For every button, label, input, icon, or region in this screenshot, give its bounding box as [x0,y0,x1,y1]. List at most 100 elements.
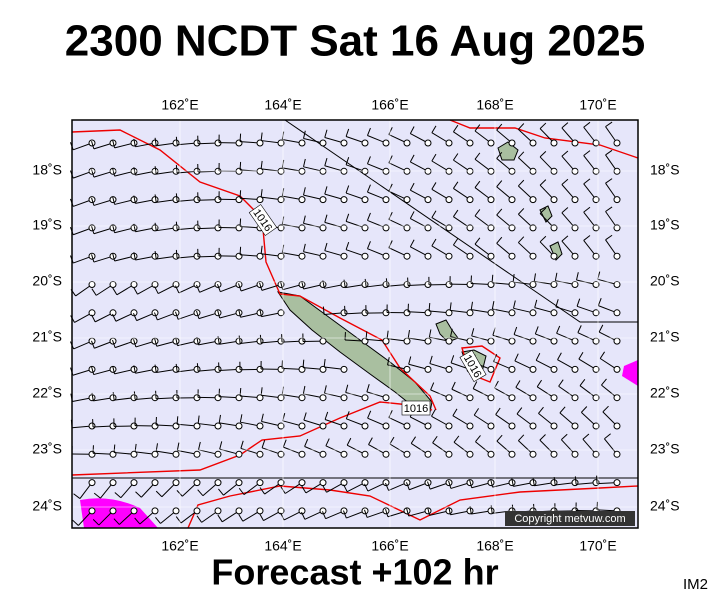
barb-flag [554,272,558,281]
barb-flag [217,514,223,523]
barb-flag [474,209,481,217]
barb-flag [175,285,180,294]
barb-station [319,365,327,373]
barb-station [508,365,516,373]
barb-flag [561,178,569,185]
barb-station [424,422,432,430]
barb-station [508,450,516,458]
barb-station [193,479,201,487]
isobar [71,401,433,476]
barb-flag [561,150,569,157]
barb-station [592,309,600,317]
lat-label: 23˚S [32,441,62,457]
barb-flag [496,208,503,216]
barb-station [319,224,327,232]
barb-flag [345,128,350,137]
barb-flag [259,513,264,521]
barb-station [340,394,348,402]
barb-flag [114,492,122,499]
barb-flag [388,183,393,192]
barb-station [382,252,390,260]
barb-station [361,394,369,402]
barb-flag [450,328,453,337]
barb-flag [91,314,96,323]
barb-flag [345,157,350,165]
barb-station [319,394,327,402]
barb-flag [259,334,262,343]
barb-station [151,422,159,430]
barb-flag [343,484,348,492]
barb-station [508,281,516,288]
barb-flag [112,392,115,401]
barb-flag [238,335,241,344]
barb-flag [518,236,525,243]
barb-station [529,196,537,204]
barb-flag [518,434,525,442]
barb-flag [345,213,350,222]
isobar-label-box [401,400,431,416]
barb-station [277,196,285,204]
barb-station [256,139,264,147]
barb-station [508,422,516,430]
barb-station [487,252,495,260]
barb-station [298,450,306,458]
barb-flag [431,182,437,190]
barb-station [319,252,327,260]
barb-station [550,139,558,147]
barb-flag [496,434,503,442]
barb-flag [534,299,538,308]
barb-flag [175,337,178,346]
barb-flag [561,122,569,129]
barb-station [151,394,159,402]
barb-station [529,309,537,317]
barb-station [277,422,285,430]
barb-flag [91,254,95,263]
isobar [187,485,639,529]
barb-station [256,252,264,260]
barb-flag [605,149,613,156]
barb-flag [219,441,223,450]
barb-flag [238,487,245,495]
barb-flag [453,209,459,217]
barb-flag [196,310,200,319]
barb-flag [133,252,136,261]
barb-flag [345,411,350,420]
barb-station [172,507,180,515]
barb-flag [431,409,436,417]
barb-flag [301,511,306,520]
barb-station [403,224,411,232]
barb-station [466,309,474,317]
barb-flag [91,288,97,296]
barb-station [193,196,201,204]
barb-flag [518,123,525,130]
barb-station [571,196,579,204]
barb-station [613,139,621,147]
barb-flag [154,338,158,347]
barb-station [487,365,495,373]
barb-flag [133,313,138,321]
barb-station [382,139,390,147]
barb-flag [597,297,602,306]
barb-flag [406,508,410,517]
barb-flag [366,127,371,136]
barb-flag [432,435,438,444]
barb-flag [154,222,157,231]
barb-flag [561,207,569,214]
barb-flag [324,411,329,420]
barb-station [256,507,264,515]
boundaries [72,119,638,479]
barb-station [340,224,348,232]
barb-station [361,252,369,260]
barb-flag [175,165,178,174]
barb-station [130,450,138,458]
barb-station [445,422,453,430]
title: 2300 NCDT Sat 16 Aug 2025 [65,17,645,66]
barb-flag [539,207,547,214]
barb-flag [133,195,136,204]
barb-flag [112,196,116,205]
barb-station [571,394,579,402]
barb-station [151,479,159,487]
barb-flag [133,286,138,295]
barb-station [235,139,243,147]
barb-station [88,507,96,515]
